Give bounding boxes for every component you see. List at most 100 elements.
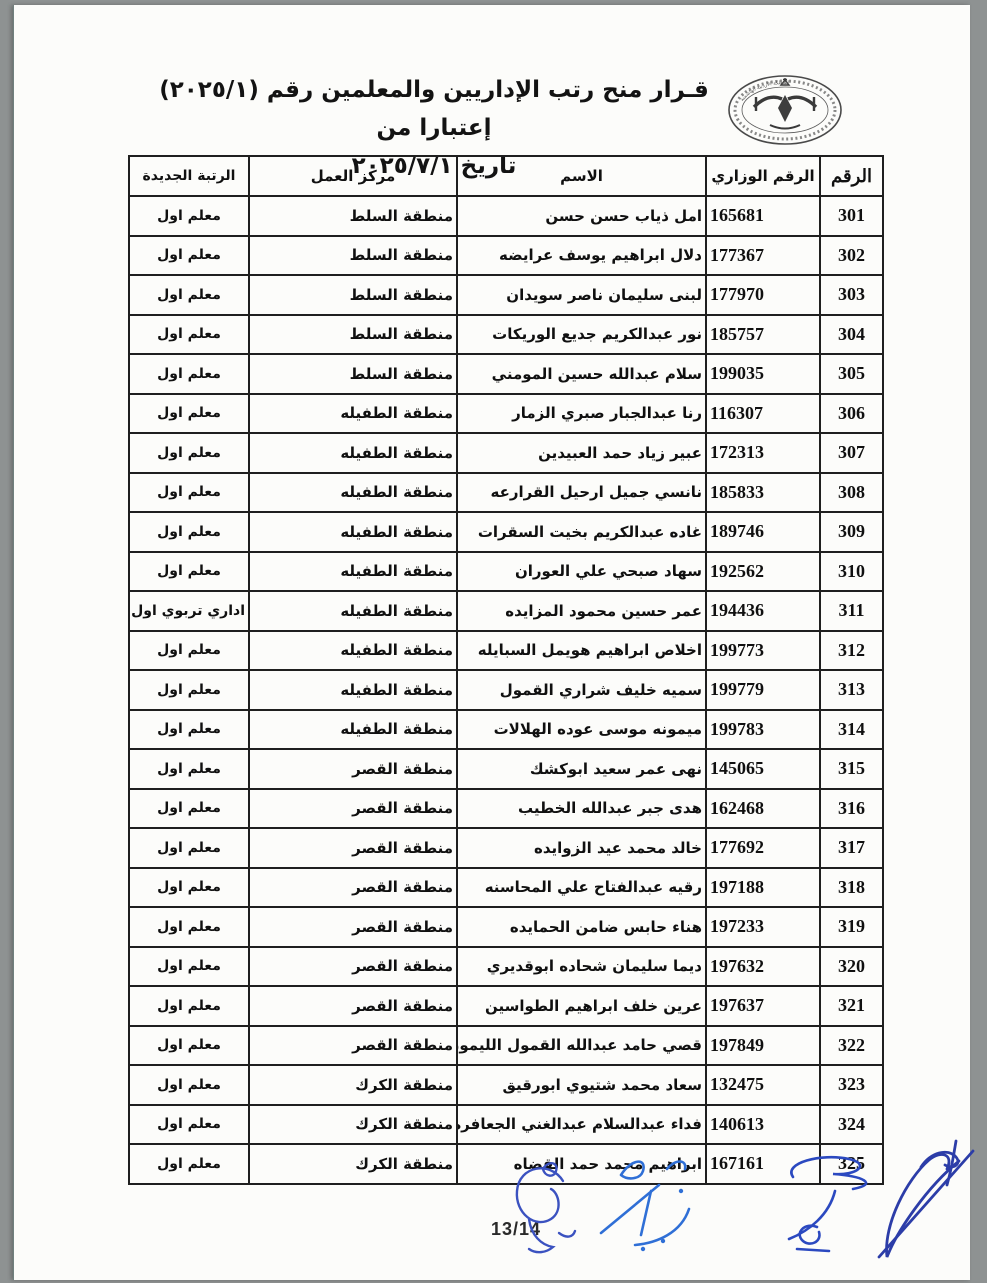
header-cell-ministry-number: الرقم الوزاري bbox=[705, 155, 821, 197]
cell-name: فداء عبدالسلام عبدالغني الجعافره bbox=[456, 1103, 707, 1145]
cell-new-rank: معلم اول bbox=[128, 985, 250, 1027]
cell-new-rank: معلم اول bbox=[128, 629, 250, 671]
table-row: 301 165681 امل ذياب حسن حسن منطقة السلط … bbox=[128, 195, 884, 237]
table-row: 324 140613 فداء عبدالسلام عبدالغني الجعا… bbox=[128, 1103, 884, 1145]
cell-new-rank: معلم اول bbox=[128, 353, 250, 395]
cell-ministry-number: 167161 bbox=[705, 1143, 821, 1185]
cell-name: اخلاص ابراهيم هويمل السبايله bbox=[456, 629, 707, 671]
cell-ministry-number: 177692 bbox=[705, 827, 821, 869]
cell-work-center: منطقة القصر bbox=[248, 827, 458, 869]
table-row: 314 199783 ميمونه موسى عوده الهلالات منط… bbox=[128, 708, 884, 750]
cell-row-number: 304 bbox=[819, 313, 884, 355]
cell-new-rank: معلم اول bbox=[128, 1024, 250, 1066]
cell-ministry-number: 192562 bbox=[705, 550, 821, 592]
cell-work-center: منطقة الكرك bbox=[248, 1103, 458, 1145]
cell-work-center: منطقة القصر bbox=[248, 945, 458, 987]
signature-ink bbox=[515, 1139, 975, 1259]
cell-name: سعاد محمد شتيوي ابورقيق bbox=[456, 1064, 707, 1106]
table-row: 308 185833 نانسي جميل ارحيل القرارعه منط… bbox=[128, 471, 884, 513]
cell-new-rank: معلم اول bbox=[128, 945, 250, 987]
cell-new-rank: معلم اول bbox=[128, 748, 250, 790]
cell-row-number: 310 bbox=[819, 550, 884, 592]
table-row: 325 167161 ابراهيم محمد حمد القضاه منطقة… bbox=[128, 1143, 884, 1185]
cell-ministry-number: 177970 bbox=[705, 274, 821, 316]
table-row: 315 145065 نهى عمر سعيد ابوكشك منطقة الق… bbox=[128, 748, 884, 790]
cell-new-rank: معلم اول bbox=[128, 274, 250, 316]
cell-ministry-number: 197233 bbox=[705, 906, 821, 948]
cell-row-number: 301 bbox=[819, 195, 884, 237]
signature-3 bbox=[787, 1155, 868, 1253]
cell-new-rank: معلم اول bbox=[128, 471, 250, 513]
cell-new-rank: معلم اول bbox=[128, 906, 250, 948]
table-row: 304 185757 نور عبدالكريم جديع الوريكات م… bbox=[128, 313, 884, 355]
cell-ministry-number: 189746 bbox=[705, 511, 821, 553]
signature-2 bbox=[599, 1160, 691, 1252]
header-cell-work-center: مركز العمل bbox=[248, 155, 458, 197]
cell-work-center: منطقة الكرك bbox=[248, 1064, 458, 1106]
cell-work-center: منطقة السلط bbox=[248, 353, 458, 395]
header-cell-number: الرقم bbox=[819, 155, 884, 197]
cell-new-rank: اداري تربوي اول bbox=[128, 590, 250, 632]
cell-work-center: منطقة القصر bbox=[248, 985, 458, 1027]
cell-new-rank: معلم اول bbox=[128, 392, 250, 434]
table-row: 317 177692 خالد محمد عيد الزوايده منطقة … bbox=[128, 827, 884, 869]
cell-row-number: 325 bbox=[819, 1143, 884, 1185]
cell-row-number: 315 bbox=[819, 748, 884, 790]
page-number: 13/14 bbox=[491, 1219, 542, 1239]
cell-work-center: منطقة الطفيله bbox=[248, 471, 458, 513]
cell-row-number: 305 bbox=[819, 353, 884, 395]
cell-name: ميمونه موسى عوده الهلالات bbox=[456, 708, 707, 750]
cell-name: لبنى سليمان ناصر سويدان bbox=[456, 274, 707, 316]
cell-work-center: منطقة السلط bbox=[248, 274, 458, 316]
cell-name: نهى عمر سعيد ابوكشك bbox=[456, 748, 707, 790]
cell-work-center: منطقة الطفيله bbox=[248, 432, 458, 474]
cell-row-number: 306 bbox=[819, 392, 884, 434]
cell-name: سهاد صبحي علي العوران bbox=[456, 550, 707, 592]
cell-work-center: منطقة السلط bbox=[248, 195, 458, 237]
cell-ministry-number: 177367 bbox=[705, 234, 821, 276]
cell-new-rank: معلم اول bbox=[128, 195, 250, 237]
cell-ministry-number: 199035 bbox=[705, 353, 821, 395]
table-row: 311 194436 عمر حسين محمود المزايده منطقة… bbox=[128, 590, 884, 632]
cell-new-rank: معلم اول bbox=[128, 432, 250, 474]
signature-1 bbox=[515, 1162, 577, 1254]
cell-name: غاده عبدالكريم بخيت السقرات bbox=[456, 511, 707, 553]
table-header: الرقم الرقم الوزاري الاسم مركز العمل الر… bbox=[128, 155, 884, 197]
cell-name: نور عبدالكريم جديع الوريكات bbox=[456, 313, 707, 355]
cell-ministry-number: 185833 bbox=[705, 471, 821, 513]
cell-row-number: 317 bbox=[819, 827, 884, 869]
cell-new-rank: معلم اول bbox=[128, 787, 250, 829]
cell-ministry-number: 145065 bbox=[705, 748, 821, 790]
ranks-table-wrapper: الرقم الرقم الوزاري الاسم مركز العمل الر… bbox=[128, 155, 884, 1185]
cell-row-number: 314 bbox=[819, 708, 884, 750]
table-row: 319 197233 هناء حابس ضامن الحمايده منطقة… bbox=[128, 906, 884, 948]
cell-ministry-number: 140613 bbox=[705, 1103, 821, 1145]
cell-new-rank: معلم اول bbox=[128, 550, 250, 592]
cell-work-center: منطقة القصر bbox=[248, 906, 458, 948]
cell-row-number: 320 bbox=[819, 945, 884, 987]
cell-work-center: منطقة الطفيله bbox=[248, 708, 458, 750]
cell-name: ديما سليمان شحاده ابوقديري bbox=[456, 945, 707, 987]
cell-new-rank: معلم اول bbox=[128, 669, 250, 711]
cell-ministry-number: 162468 bbox=[705, 787, 821, 829]
cell-work-center: منطقة الطفيله bbox=[248, 669, 458, 711]
table-row: 313 199779 سميه خليف شراري القمول منطقة … bbox=[128, 669, 884, 711]
cell-ministry-number: 197849 bbox=[705, 1024, 821, 1066]
cell-row-number: 302 bbox=[819, 234, 884, 276]
cell-work-center: منطقة الطفيله bbox=[248, 590, 458, 632]
cell-row-number: 324 bbox=[819, 1103, 884, 1145]
cell-work-center: منطقة القصر bbox=[248, 866, 458, 908]
cell-name: دلال ابراهيم يوسف عرايضه bbox=[456, 234, 707, 276]
signature-4 bbox=[877, 1139, 975, 1259]
ranks-table: الرقم الرقم الوزاري الاسم مركز العمل الر… bbox=[128, 155, 884, 1185]
cell-row-number: 316 bbox=[819, 787, 884, 829]
cell-new-rank: معلم اول bbox=[128, 1103, 250, 1145]
cell-new-rank: معلم اول bbox=[128, 866, 250, 908]
table-row: 307 172313 عبير زياد حمد العبيدين منطقة … bbox=[128, 432, 884, 474]
cell-row-number: 319 bbox=[819, 906, 884, 948]
cell-work-center: منطقة السلط bbox=[248, 313, 458, 355]
cell-ministry-number: 116307 bbox=[705, 392, 821, 434]
cell-name: هناء حابس ضامن الحمايده bbox=[456, 906, 707, 948]
cell-ministry-number: 132475 bbox=[705, 1064, 821, 1106]
header-cell-name: الاسم bbox=[456, 155, 707, 197]
